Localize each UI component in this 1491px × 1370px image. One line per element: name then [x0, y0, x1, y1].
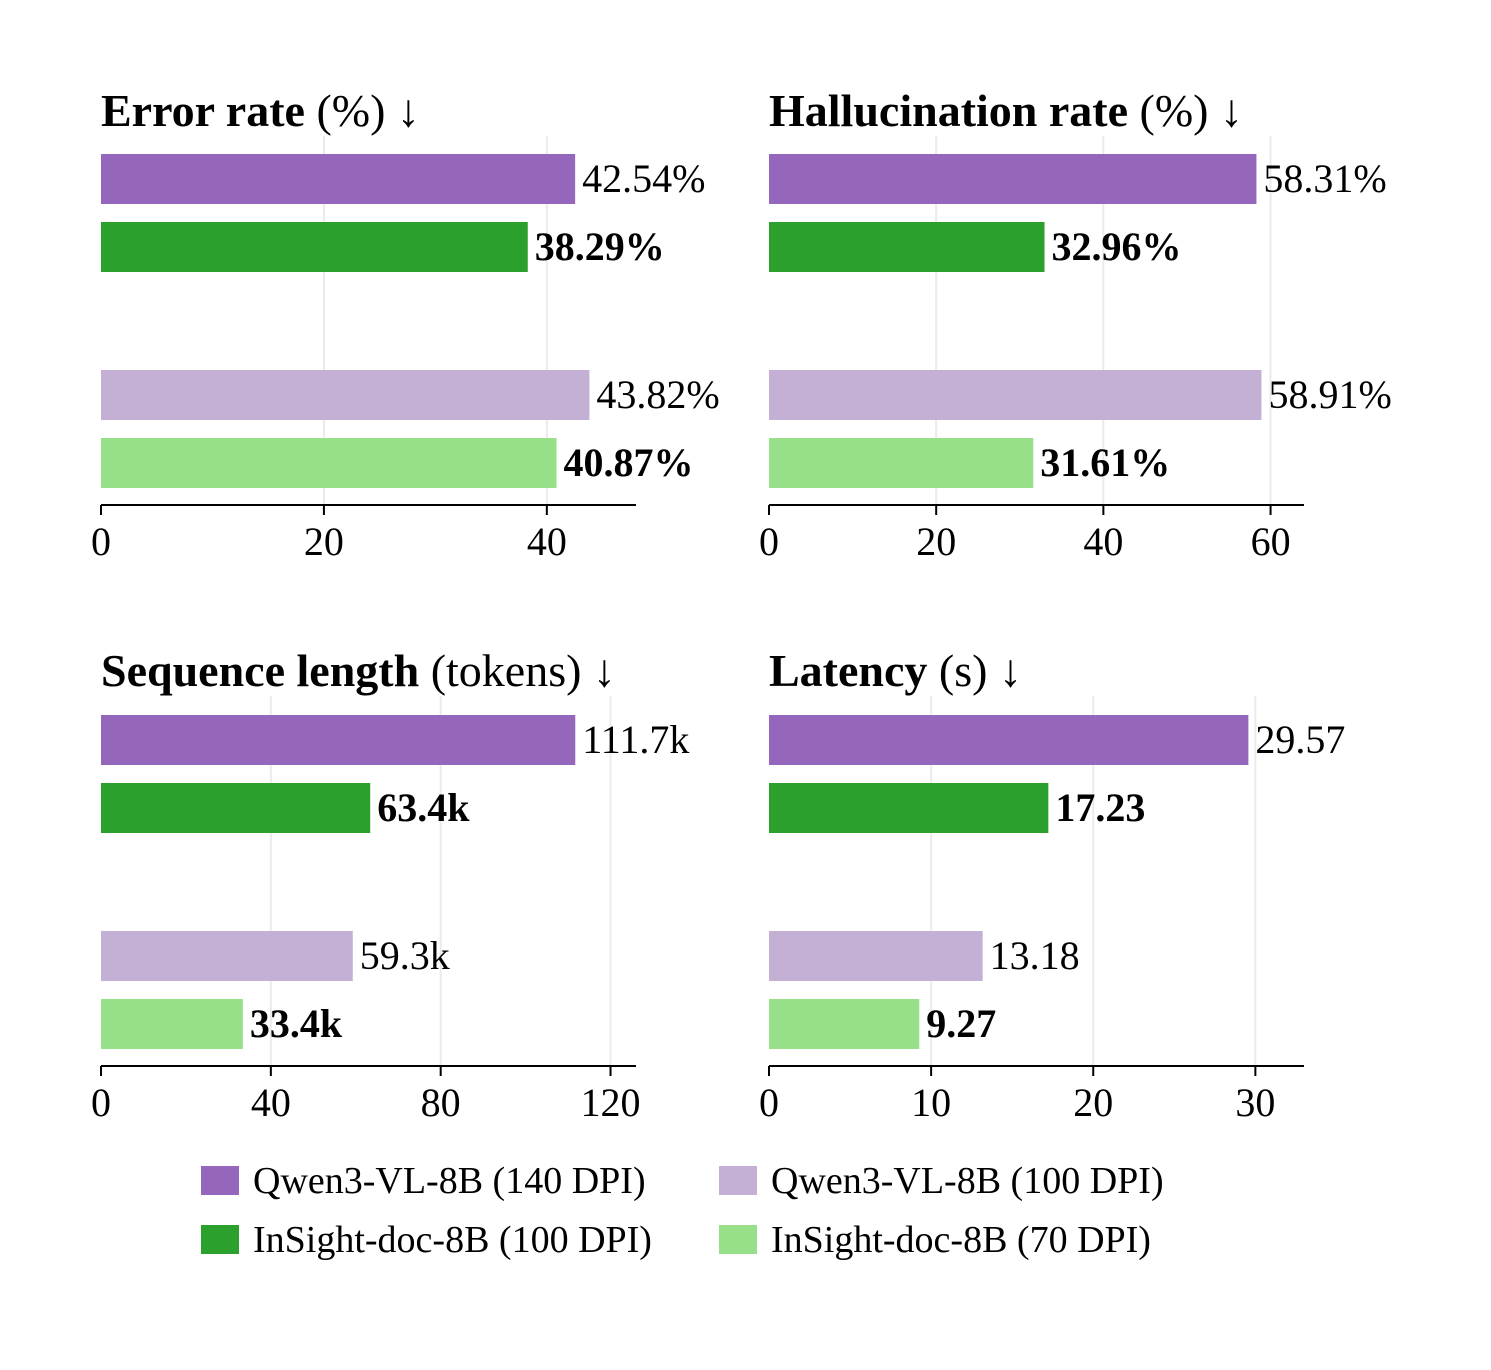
bar [769, 783, 1049, 833]
bar-value-label: 42.54% [582, 156, 705, 201]
panel-title-unit: (%) ↓ [305, 85, 420, 136]
bar [101, 783, 371, 833]
x-tick-label: 0 [759, 1080, 779, 1125]
x-tick-label: 40 [527, 519, 567, 564]
panel-title: Hallucination rate (%) ↓ [769, 85, 1243, 136]
panel-title-unit: (%) ↓ [1128, 85, 1243, 136]
bar-value-label: 31.61% [1040, 440, 1170, 485]
bar-value-label: 32.96% [1052, 224, 1182, 269]
bar-value-label: 38.29% [535, 224, 665, 269]
bar [101, 715, 576, 765]
legend-swatch [719, 1166, 757, 1195]
bar [769, 154, 1257, 204]
panel-title: Error rate (%) ↓ [101, 85, 420, 136]
legend-swatch [201, 1166, 239, 1195]
x-tick-label: 0 [91, 519, 111, 564]
panel-2: Hallucination rate (%) ↓ 58.31% 32.96% 58.9… [759, 85, 1392, 564]
x-tick-label: 80 [421, 1080, 461, 1125]
legend: Qwen3-VL-8B (140 DPI) Qwen3-VL-8B (100 DP… [201, 1160, 1164, 1261]
x-tick-label: 20 [916, 519, 956, 564]
panel-3: Sequence length (tokens) ↓ 111.7k 63.4k 59.… [91, 645, 689, 1125]
panel-1: Error rate (%) ↓ 42.54% 38.29% 43.82% 40.87%… [91, 85, 720, 564]
x-tick-label: 0 [759, 519, 779, 564]
bar [769, 222, 1045, 272]
x-tick-label: 40 [251, 1080, 291, 1125]
legend-swatch [201, 1225, 239, 1254]
panel-title-unit: (tokens) ↓ [419, 645, 616, 696]
bar [101, 931, 353, 981]
legend-label: InSight-doc-8B (100 DPI) [253, 1219, 652, 1261]
bar [101, 370, 590, 420]
x-tick-label: 0 [91, 1080, 111, 1125]
bar [769, 931, 983, 981]
legend-label: Qwen3-VL-8B (100 DPI) [771, 1160, 1164, 1202]
bar-value-label: 13.18 [990, 933, 1080, 978]
panel-title-main: Sequence length [101, 645, 419, 696]
legend-item: Qwen3-VL-8B (140 DPI) [201, 1160, 646, 1202]
bar-value-label: 40.87% [564, 440, 694, 485]
x-tick-label: 10 [911, 1080, 951, 1125]
panel-title: Latency (s) ↓ [769, 645, 1022, 696]
bar-value-label: 63.4k [377, 785, 470, 830]
bar [101, 154, 576, 204]
panel-title-main: Latency [769, 645, 927, 696]
x-tick-label: 20 [1073, 1080, 1113, 1125]
bar-value-label: 111.7k [582, 717, 689, 762]
x-tick-label: 60 [1251, 519, 1291, 564]
bar-value-label: 58.91% [1268, 372, 1391, 417]
legend-item: InSight-doc-8B (70 DPI) [719, 1219, 1151, 1261]
panel-title: Sequence length (tokens) ↓ [101, 645, 616, 696]
bar [101, 438, 557, 488]
panel-title-main: Error rate [101, 85, 305, 136]
bar-value-label: 29.57 [1255, 717, 1345, 762]
bar-value-label: 17.23 [1055, 785, 1145, 830]
x-tick-label: 40 [1083, 519, 1123, 564]
bar [769, 438, 1034, 488]
legend-item: Qwen3-VL-8B (100 DPI) [719, 1160, 1164, 1202]
x-tick-label: 20 [304, 519, 344, 564]
bar-value-label: 33.4k [250, 1001, 343, 1046]
bar [769, 370, 1262, 420]
legend-label: InSight-doc-8B (70 DPI) [771, 1219, 1151, 1261]
bar [769, 999, 920, 1049]
x-tick-label: 120 [581, 1080, 641, 1125]
bar [101, 222, 528, 272]
bar [769, 715, 1249, 765]
bar [101, 999, 243, 1049]
panel-4: Latency (s) ↓ 29.57 17.23 13.18 9.27 0 10 20 30 [759, 645, 1345, 1125]
bar-value-label: 59.3k [360, 933, 450, 978]
panel-title-main: Hallucination rate [769, 85, 1128, 136]
panel-title-unit: (s) ↓ [927, 645, 1022, 696]
legend-swatch [719, 1225, 757, 1254]
bar-value-label: 9.27 [926, 1001, 996, 1046]
bar-value-label: 43.82% [596, 372, 719, 417]
legend-label: Qwen3-VL-8B (140 DPI) [253, 1160, 646, 1202]
legend-item: InSight-doc-8B (100 DPI) [201, 1219, 652, 1261]
bar-value-label: 58.31% [1263, 156, 1386, 201]
x-tick-label: 30 [1235, 1080, 1275, 1125]
